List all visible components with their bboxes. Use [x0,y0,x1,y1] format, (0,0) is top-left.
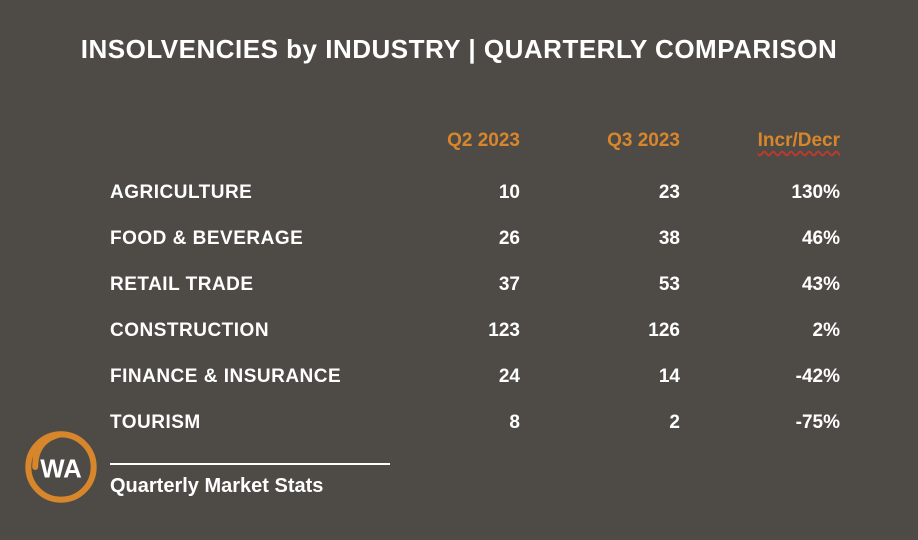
col-header-change: Incr/Decr [710,130,870,152]
row-label: CONSTRUCTION [110,320,400,342]
table-row: TOURISM82-75% [110,400,870,446]
cell-q3: 2 [550,412,710,434]
table-row: CONSTRUCTION1231262% [110,308,870,354]
cell-q2: 8 [400,412,550,434]
cell-change: -42% [710,366,870,388]
cell-change: 2% [710,320,870,342]
insolvency-table: Q2 2023 Q3 2023 Incr/Decr AGRICULTURE102… [110,120,870,446]
row-label: FOOD & BEVERAGE [110,228,400,250]
cell-q3: 38 [550,228,710,250]
cell-q3: 126 [550,320,710,342]
cell-q3: 14 [550,366,710,388]
cell-q3: 23 [550,182,710,204]
cell-q2: 123 [400,320,550,342]
cell-q2: 26 [400,228,550,250]
col-header-q3: Q3 2023 [550,130,710,152]
cell-q3: 53 [550,274,710,296]
footer-divider [110,463,390,465]
row-label: AGRICULTURE [110,182,400,204]
cell-change: -75% [710,412,870,434]
table-row: RETAIL TRADE375343% [110,262,870,308]
table-row: AGRICULTURE1023130% [110,170,870,216]
row-label: TOURISM [110,412,400,434]
col-header-q2: Q2 2023 [400,130,550,152]
footer-text: Quarterly Market Stats [110,475,390,498]
cell-q2: 10 [400,182,550,204]
table-row: FOOD & BEVERAGE263846% [110,216,870,262]
cell-change: 46% [710,228,870,250]
brand-logo: WA [18,424,104,510]
table-row: FINANCE & INSURANCE2414-42% [110,354,870,400]
table-header-row: Q2 2023 Q3 2023 Incr/Decr [110,120,870,162]
row-label: RETAIL TRADE [110,274,400,296]
cell-q2: 37 [400,274,550,296]
cell-change: 43% [710,274,870,296]
footer-block: Quarterly Market Stats [110,463,390,498]
cell-q2: 24 [400,366,550,388]
row-label: FINANCE & INSURANCE [110,366,400,388]
logo-text: WA [40,455,82,483]
cell-change: 130% [710,182,870,204]
page-title: INSOLVENCIES by INDUSTRY | QUARTERLY COM… [0,34,918,65]
